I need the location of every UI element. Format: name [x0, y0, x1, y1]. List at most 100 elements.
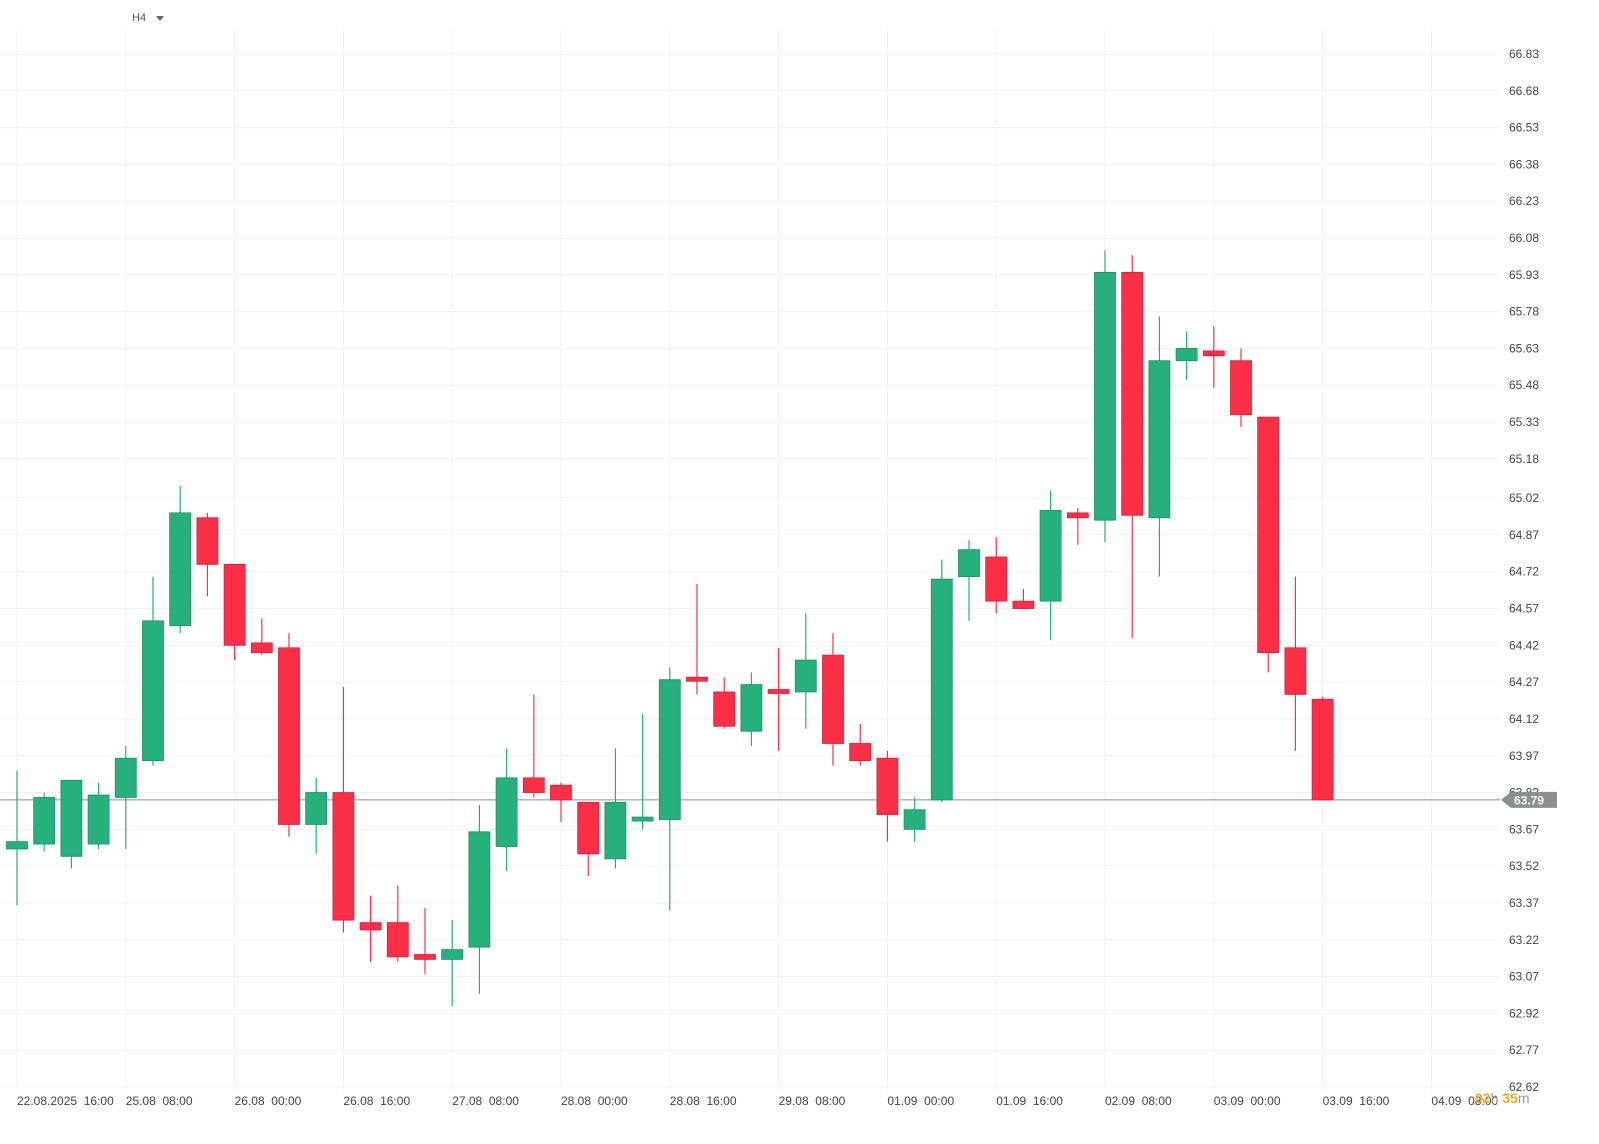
last-price-tag [1501, 791, 1557, 808]
candle-body-up[interactable] [930, 578, 953, 801]
candle-body-down[interactable] [985, 556, 1008, 602]
candle-body-down[interactable] [1284, 647, 1307, 695]
y-tick-label: 65.02 [1509, 491, 1539, 505]
candle-body-up[interactable] [468, 831, 491, 948]
y-tick-label: 65.93 [1509, 268, 1539, 282]
candle-body-down[interactable] [1066, 512, 1089, 519]
chevron-down-icon [156, 15, 165, 21]
candle-body-down[interactable] [359, 922, 382, 931]
x-tick-label: 26.08 16:00 [343, 1094, 410, 1108]
candle-body-up[interactable] [631, 816, 654, 822]
candle-body-down[interactable] [414, 954, 436, 960]
y-tick-label: 63.22 [1509, 933, 1539, 947]
x-tick-label: 27.08 08:00 [452, 1094, 519, 1108]
candle-body-up[interactable] [1039, 509, 1062, 602]
y-tick-label: 64.27 [1509, 675, 1539, 689]
y-tick-label: 66.83 [1509, 47, 1539, 61]
y-tick-label: 66.53 [1509, 121, 1539, 135]
candle-body-down[interactable] [1202, 350, 1225, 357]
candle-body-down[interactable] [713, 691, 736, 727]
candle-body-up[interactable] [142, 620, 164, 762]
candle-body-down[interactable] [386, 922, 409, 958]
candle-body-up[interactable] [740, 684, 763, 732]
y-tick-label: 63.37 [1509, 896, 1539, 910]
x-tick-label: 28.08 00:00 [561, 1094, 628, 1108]
candle-body-down[interactable] [767, 689, 790, 694]
candle-body-down[interactable] [223, 563, 246, 646]
candle-body-up[interactable] [958, 549, 980, 578]
y-tick-label: 66.23 [1509, 194, 1539, 208]
y-tick-label: 63.67 [1509, 822, 1539, 836]
candle-body-down[interactable] [550, 784, 572, 801]
candle-body-up[interactable] [495, 777, 518, 847]
y-tick-label: 66.08 [1509, 231, 1539, 245]
candle-body-up[interactable] [658, 679, 681, 820]
candle-body-up[interactable] [305, 792, 328, 825]
x-tick-label: 01.09 16:00 [996, 1094, 1063, 1108]
candle-body-down[interactable] [686, 676, 708, 682]
candle-body-up[interactable] [87, 794, 110, 845]
y-tick-label: 66.38 [1509, 157, 1539, 171]
y-tick-label: 64.87 [1509, 528, 1539, 542]
candle-body-down[interactable] [1012, 600, 1035, 609]
x-tick-label: 02.09 08:00 [1105, 1094, 1172, 1108]
candle-body-up[interactable] [794, 659, 817, 693]
candle-body-down[interactable] [577, 801, 600, 855]
candle-body-up[interactable] [441, 949, 464, 960]
y-tick-label: 64.42 [1509, 638, 1539, 652]
countdown-minutes-unit: m [1517, 1090, 1530, 1106]
x-tick-label: 03.09 00:00 [1214, 1094, 1281, 1108]
x-tick-label: 28.08 16:00 [670, 1094, 737, 1108]
countdown-minutes: 35 [1502, 1090, 1518, 1106]
x-tick-label: 29.08 08:00 [779, 1094, 846, 1108]
candle-body-down[interactable] [876, 757, 899, 816]
x-tick-label: 22.08.2025 16:00 [17, 1094, 114, 1108]
candle-body-up[interactable] [6, 841, 28, 850]
y-tick-label: 64.72 [1509, 565, 1539, 579]
y-tick-label: 63.07 [1509, 970, 1539, 984]
candle-body-up[interactable] [60, 779, 83, 857]
candle-body-up[interactable] [33, 797, 56, 845]
last-price-label: 63.79 [1514, 793, 1544, 807]
candle-body-down[interactable] [196, 517, 219, 565]
candle-body-down[interactable] [1311, 698, 1334, 801]
candle-body-down[interactable] [1257, 416, 1280, 654]
x-tick-label: 04.09 08:00 [1431, 1094, 1498, 1108]
candle-body-down[interactable] [522, 777, 545, 793]
candle-body-up[interactable] [1148, 360, 1171, 519]
y-tick-label: 65.78 [1509, 305, 1539, 319]
timeframe-selector[interactable]: H4 [132, 8, 165, 28]
candle-body-up[interactable] [114, 757, 137, 798]
x-tick-label: 26.08 00:00 [235, 1094, 302, 1108]
y-tick-label: 62.77 [1509, 1043, 1539, 1057]
x-tick-label: 03.09 16:00 [1323, 1094, 1390, 1108]
y-tick-label: 65.48 [1509, 378, 1539, 392]
candle-body-up[interactable] [1094, 271, 1116, 521]
y-tick-label: 62.62 [1509, 1080, 1539, 1094]
x-tick-label: 25.08 08:00 [126, 1094, 193, 1108]
y-tick-label: 65.63 [1509, 341, 1539, 355]
candle-body-up[interactable] [604, 801, 627, 860]
x-tick-label: 01.09 00:00 [887, 1094, 954, 1108]
candle-body-down[interactable] [1230, 360, 1252, 416]
candle-body-up[interactable] [1175, 348, 1198, 362]
candle-body-down[interactable] [278, 647, 300, 825]
candle-body-down[interactable] [332, 792, 355, 921]
candle-body-up[interactable] [903, 809, 926, 830]
countdown-hours: 02 [1475, 1090, 1491, 1106]
y-tick-label: 63.52 [1509, 859, 1539, 873]
y-tick-label: 62.92 [1509, 1006, 1539, 1020]
candle-body-down[interactable] [1121, 271, 1144, 516]
candle-body-down[interactable] [250, 642, 273, 654]
countdown-hours-unit: h [1490, 1090, 1499, 1106]
timeframe-label: H4 [132, 12, 147, 24]
y-tick-label: 64.57 [1509, 602, 1539, 616]
y-tick-label: 66.68 [1509, 84, 1539, 98]
y-tick-label: 65.18 [1509, 452, 1539, 466]
candle-body-up[interactable] [169, 512, 192, 627]
y-tick-label: 63.97 [1509, 749, 1539, 763]
candle-body-down[interactable] [822, 654, 844, 744]
candle-body-down[interactable] [849, 743, 872, 762]
